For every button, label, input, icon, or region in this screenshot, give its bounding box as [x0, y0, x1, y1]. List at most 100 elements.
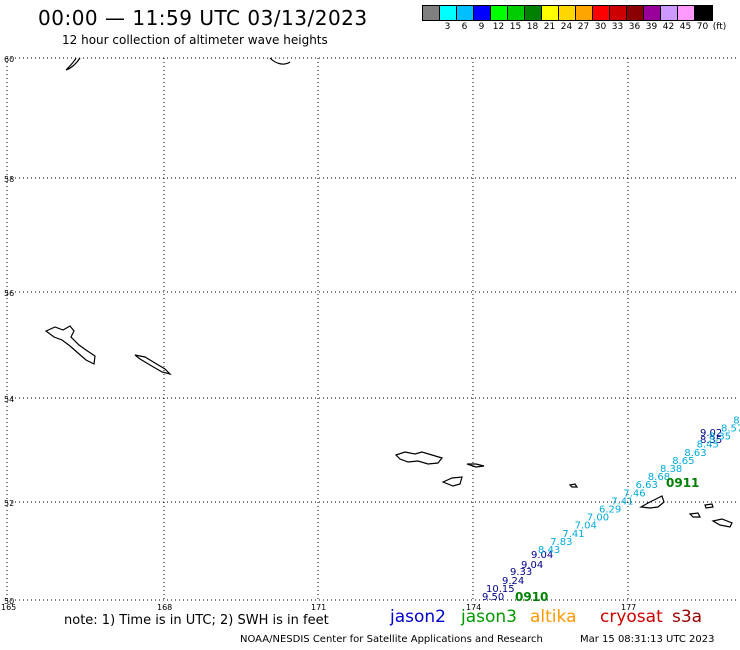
- colorbar-swatch: [423, 6, 440, 20]
- swh-value-label: 8.68: [648, 472, 670, 483]
- latitude-label: 54: [4, 395, 14, 404]
- swh-track: 9.5010.159.249.339.049.049.028.358.437.8…: [482, 415, 740, 604]
- longitude-label: 168: [157, 603, 172, 612]
- latitude-label: 50: [4, 597, 14, 606]
- map-frame: [7, 58, 737, 601]
- satellite-legend-altika: altika: [530, 607, 577, 627]
- swh-value-label: 9.04: [531, 550, 553, 561]
- coastline-north-2: [269, 57, 291, 65]
- colorbar-swatch: [457, 6, 474, 20]
- swh-value-label: 6.63: [636, 480, 658, 491]
- satellite-legend-s3a: s3a: [672, 607, 703, 627]
- longitude-label: 177: [621, 603, 636, 612]
- colorbar-label: (ft): [712, 22, 727, 32]
- colorbar-label: 27: [577, 22, 590, 32]
- colorbar-swatch: [508, 6, 525, 20]
- swh-value-label: 7.04: [575, 521, 597, 532]
- colorbar-swatch: [491, 6, 508, 20]
- swh-value-label: 8.63: [684, 448, 706, 459]
- satellite-legend-jason2: jason2: [390, 607, 446, 627]
- colorbar-label: 45: [679, 22, 692, 32]
- agattu-island: [441, 476, 463, 487]
- swh-value-label: 8.3: [733, 415, 740, 426]
- kiska-island: [639, 495, 665, 509]
- wave-height-colorbar: [422, 5, 713, 21]
- credit-text: NOAA/NESDIS Center for Satellite Applica…: [240, 634, 543, 645]
- colorbar-swatch: [661, 6, 678, 20]
- longitude-label: 165: [1, 603, 16, 612]
- longitude-label: 171: [311, 603, 326, 612]
- swh-value-label: 9.33: [510, 567, 532, 578]
- swh-value-label: 10.15: [486, 584, 515, 595]
- latitude-label: 56: [4, 289, 14, 298]
- swh-value-label: 8.35: [700, 435, 722, 446]
- island-small-2: [688, 512, 701, 518]
- pass-time-label: 0911: [666, 476, 699, 490]
- swh-value-label: 9.50: [482, 592, 504, 603]
- swh-value-label: 7.83: [550, 537, 572, 548]
- island-small-3: [704, 503, 714, 509]
- pass-time-label: 0910: [515, 590, 548, 604]
- colorbar-label: 30: [594, 22, 607, 32]
- swh-value-label: 9.04: [521, 560, 543, 571]
- colorbar-swatch: [695, 6, 712, 20]
- bering-island: [44, 325, 96, 365]
- swh-value-label: 7.41: [611, 496, 633, 507]
- swh-value-label: 9.02: [700, 428, 722, 439]
- colorbar-label: 15: [509, 22, 522, 32]
- island-small-4: [711, 518, 733, 528]
- colorbar-swatch: [542, 6, 559, 20]
- map-subtitle: 12 hour collection of altimeter wave hei…: [62, 33, 328, 47]
- swh-value-label: 8.45: [697, 440, 719, 451]
- colorbar-label: 42: [662, 22, 675, 32]
- swh-value-label: 9.24: [502, 576, 524, 587]
- colorbar-label: 18: [526, 22, 539, 32]
- semichi-islands: [466, 463, 485, 468]
- colorbar-label: 6: [461, 22, 468, 32]
- medny-island: [134, 354, 172, 376]
- colorbar-swatch: [525, 6, 542, 20]
- latitude-label: 52: [4, 499, 14, 508]
- colorbar-label: 24: [560, 22, 573, 32]
- swh-value-label: 8.35: [709, 432, 731, 443]
- colorbar-swatch: [627, 6, 644, 20]
- satellite-legend-cryosat: cryosat: [600, 607, 663, 627]
- attu-island: [394, 451, 444, 465]
- swh-value-label: 7.46: [623, 488, 645, 499]
- colorbar-swatch: [576, 6, 593, 20]
- generated-time: Mar 15 08:31:13 UTC 2023: [580, 634, 715, 645]
- swh-value-label: 6.29: [599, 505, 621, 516]
- latitude-label: 58: [4, 175, 14, 184]
- colorbar-swatch: [678, 6, 695, 20]
- colorbar-swatch: [559, 6, 576, 20]
- colorbar-label: 39: [645, 22, 658, 32]
- swh-value-label: 7.00: [587, 513, 609, 524]
- footer-note: note: 1) Time is in UTC; 2) SWH is in fe…: [64, 613, 329, 628]
- swh-value-label: 7.41: [562, 529, 584, 540]
- swh-value-label: 8.65: [672, 456, 694, 467]
- colorbar-label: 12: [492, 22, 505, 32]
- colorbar-swatch: [593, 6, 610, 20]
- coastline-north-1: [65, 57, 81, 71]
- colorbar-swatch: [474, 6, 491, 20]
- colorbar-label: 9: [478, 22, 485, 32]
- map-title: 00:00 — 11:59 UTC 03/13/2023: [38, 6, 368, 30]
- island-small-1: [568, 483, 579, 488]
- swh-value-label: 8.57: [721, 424, 740, 435]
- colorbar-swatch: [440, 6, 457, 20]
- colorbar-swatch: [610, 6, 627, 20]
- colorbar-label: 36: [628, 22, 641, 32]
- satellite-legend-jason3: jason3: [461, 607, 517, 627]
- colorbar-swatch: [644, 6, 661, 20]
- coastlines: [44, 57, 733, 528]
- longitude-label: 174: [466, 603, 481, 612]
- swh-value-label: 8.43: [538, 545, 560, 556]
- swh-value-label: 8.38: [660, 464, 682, 475]
- colorbar-label: 33: [611, 22, 624, 32]
- colorbar-label: 3: [444, 22, 451, 32]
- colorbar-label: 70: [696, 22, 709, 32]
- colorbar-label: 21: [543, 22, 556, 32]
- latitude-label: 60: [4, 55, 14, 64]
